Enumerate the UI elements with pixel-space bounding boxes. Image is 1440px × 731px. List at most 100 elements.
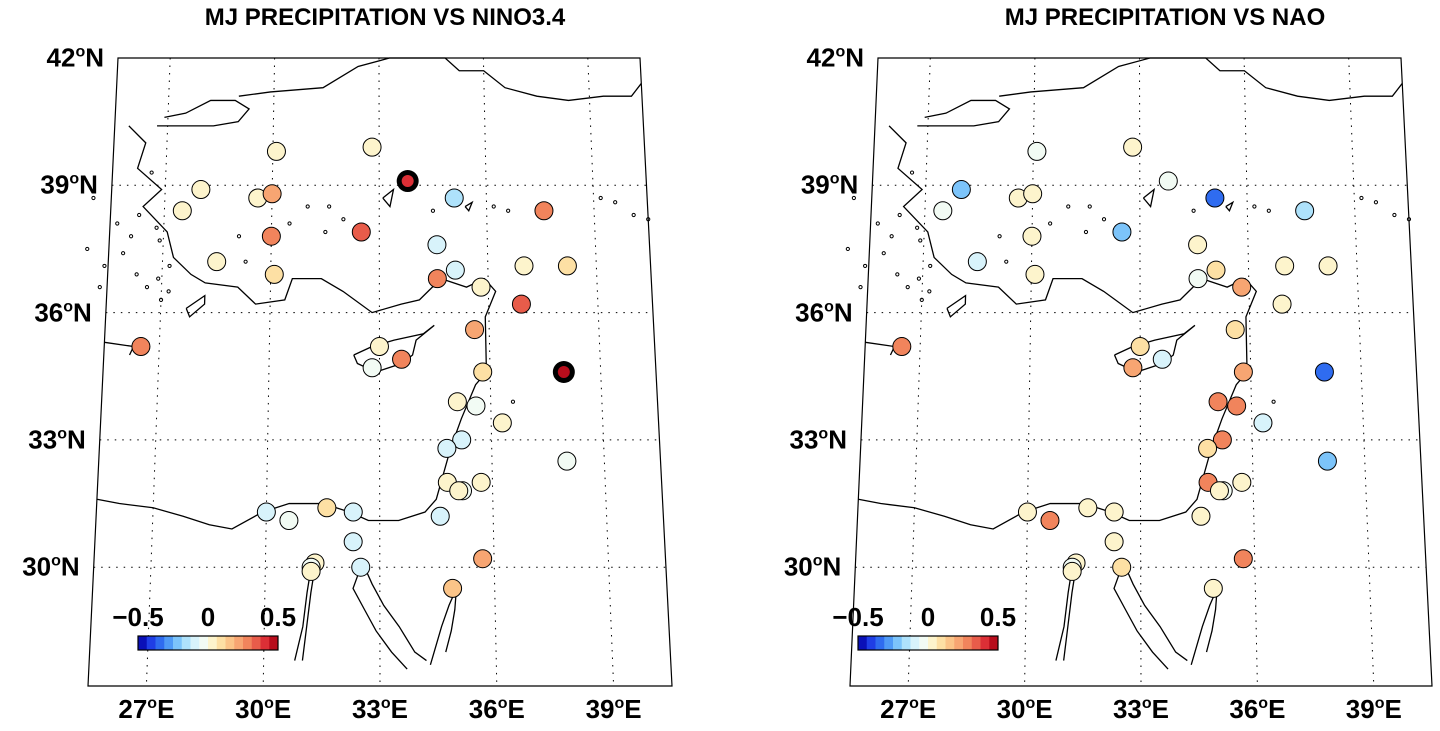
station-marker — [934, 202, 952, 220]
station-marker — [512, 295, 530, 313]
station-marker — [262, 227, 280, 245]
longitude-label: 27oE — [118, 694, 174, 725]
nao-map-panel: MJ PRECIPITATION VS NAO 42oN 39oN 36oN 33oN… — [720, 0, 1440, 731]
nino-map-panel: MJ PRECIPITATION VS NINO3.4 42oN 39oN 36oN… — [0, 0, 720, 731]
longitude-label: 39oE — [586, 694, 642, 725]
island — [846, 247, 849, 250]
colorbar-swatch — [252, 636, 261, 650]
colorbar-swatch — [911, 636, 920, 650]
latitude-label: 42oN — [47, 43, 104, 74]
map-svg — [720, 0, 1440, 731]
station-marker — [1026, 265, 1044, 283]
colorbar-swatch — [226, 636, 235, 650]
station-marker — [1189, 270, 1207, 288]
station-marker — [1023, 227, 1041, 245]
latitude-label: 30oN — [22, 552, 79, 583]
station-marker — [893, 338, 911, 356]
map-svg — [0, 0, 720, 731]
station-marker — [558, 366, 570, 378]
station-marker — [1315, 363, 1333, 381]
station-marker — [1210, 482, 1228, 500]
station-marker — [558, 452, 576, 470]
station-marker — [1124, 138, 1142, 156]
longitude-label: 36oE — [1229, 694, 1285, 725]
station-marker — [1233, 473, 1251, 491]
station-marker — [1209, 393, 1227, 411]
station-marker — [467, 397, 485, 415]
latitude-label: 36oN — [34, 297, 91, 328]
station-marker — [393, 350, 411, 368]
colorbar-swatch — [876, 636, 885, 650]
station-marker — [1079, 499, 1097, 517]
station-marker — [1124, 359, 1142, 377]
station-marker — [402, 175, 414, 187]
longitude-label: 36oE — [469, 694, 525, 725]
station-marker — [363, 359, 381, 377]
latitude-label: 39oN — [801, 170, 858, 201]
colorbar-tick-label: −0.5 — [832, 602, 883, 633]
station-marker — [1159, 172, 1177, 190]
station-marker — [1018, 503, 1036, 521]
station-marker — [263, 185, 281, 203]
station-marker — [1189, 236, 1207, 254]
latitude-label: 39oN — [40, 170, 97, 201]
station-marker — [363, 138, 381, 156]
station-marker — [428, 270, 446, 288]
latitude-label: 33oN — [789, 424, 846, 455]
station-marker — [257, 503, 275, 521]
station-marker — [1254, 414, 1272, 432]
station-marker — [1204, 579, 1222, 597]
colorbar-swatch — [191, 636, 200, 650]
station-marker — [1233, 278, 1251, 296]
longitude-label: 27oE — [880, 694, 936, 725]
colorbar-swatch — [928, 636, 937, 650]
latitude-label: 36oN — [795, 297, 852, 328]
latitude-label: 42oN — [807, 43, 864, 74]
island — [98, 286, 101, 289]
colorbar — [858, 636, 998, 650]
colorbar-swatch — [138, 636, 147, 650]
colorbar-swatch — [199, 636, 208, 650]
station-marker — [1199, 439, 1217, 457]
station-marker — [1105, 533, 1123, 551]
colorbar-swatch — [902, 636, 911, 650]
station-marker — [267, 142, 285, 160]
station-marker — [466, 321, 484, 339]
longitude-label: 33oE — [1113, 694, 1169, 725]
station-marker — [1206, 189, 1224, 207]
colorbar-tick-label: 0 — [921, 602, 935, 633]
island — [859, 286, 862, 289]
station-marker — [952, 181, 970, 199]
latitude-label: 33oN — [28, 424, 85, 455]
station-marker — [448, 393, 466, 411]
colorbar-tick-label: 0.5 — [980, 602, 1016, 633]
colorbar-swatch — [173, 636, 182, 650]
station-marker — [438, 439, 456, 457]
station-marker — [1234, 550, 1252, 568]
station-marker — [1028, 142, 1046, 160]
colorbar-tick-label: 0.5 — [260, 602, 296, 633]
colorbar-swatch — [858, 636, 867, 650]
station-marker — [192, 181, 210, 199]
station-marker — [302, 562, 320, 580]
station-marker — [535, 202, 553, 220]
station-marker — [1131, 338, 1149, 356]
station-marker — [1153, 350, 1171, 368]
station-marker — [1113, 558, 1131, 576]
colorbar-swatch — [147, 636, 156, 650]
station-marker — [1105, 503, 1123, 521]
colorbar-swatch — [217, 636, 226, 650]
station-marker — [446, 261, 464, 279]
island — [103, 264, 106, 267]
colorbar-swatch — [234, 636, 243, 650]
colorbar-swatch — [963, 636, 972, 650]
colorbar-swatch — [981, 636, 990, 650]
station-marker — [1192, 507, 1210, 525]
colorbar-swatch — [243, 636, 252, 650]
longitude-label: 30oE — [235, 694, 291, 725]
longitude-label: 33oE — [352, 694, 408, 725]
station-marker — [1113, 223, 1131, 241]
station-marker — [1273, 295, 1291, 313]
colorbar-swatch — [164, 636, 173, 650]
station-marker — [352, 558, 370, 576]
